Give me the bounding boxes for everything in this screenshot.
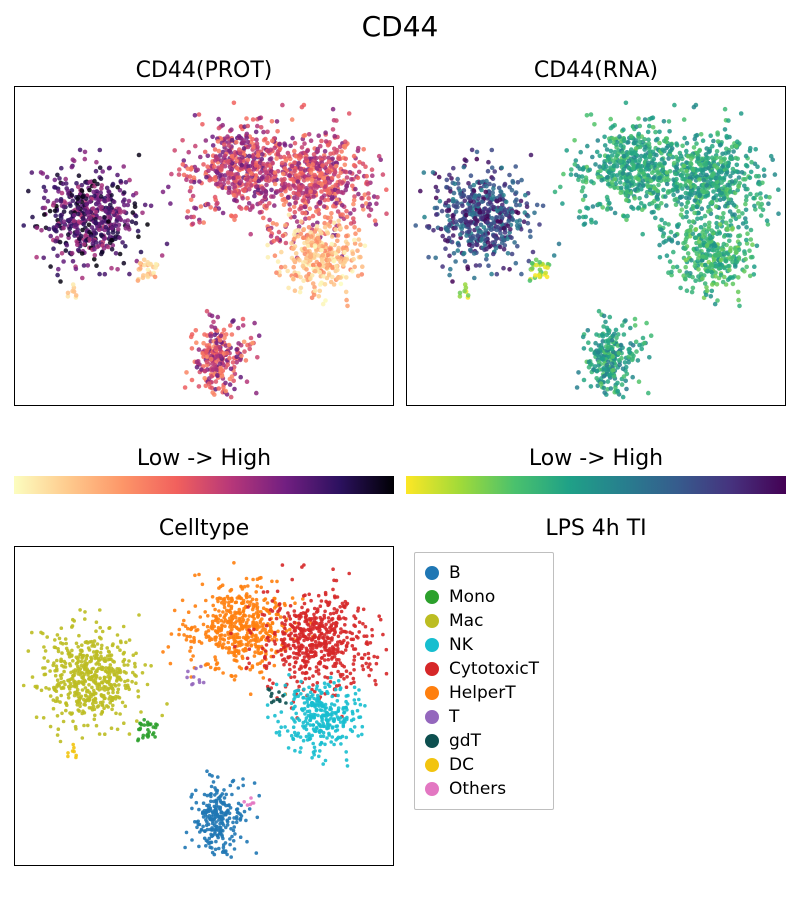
legend-marker-icon	[425, 614, 439, 628]
legend-item-B: B	[425, 561, 539, 585]
figure: CD44 CD44(PROT) CD44(RNA) Celltype LPS 4…	[0, 0, 800, 900]
legend-marker-icon	[425, 734, 439, 748]
legend-marker-icon	[425, 710, 439, 724]
scatter-svg-celltype	[15, 547, 393, 865]
legend-label: HelperT	[449, 681, 516, 705]
legend-label: DC	[449, 753, 474, 777]
colorbar-label-left: Low -> High	[14, 446, 394, 471]
legend-marker-icon	[425, 566, 439, 580]
legend-item-Mac: Mac	[425, 609, 539, 633]
legend-item-T: T	[425, 705, 539, 729]
colorbar-right	[406, 476, 786, 494]
scatter-panel-prot	[14, 86, 394, 406]
legend-item-gdT: gdT	[425, 729, 539, 753]
panel-title-cond: LPS 4h TI	[406, 516, 786, 541]
legend-marker-icon	[425, 638, 439, 652]
legend-marker-icon	[425, 686, 439, 700]
legend-item-Others: Others	[425, 777, 539, 801]
legend-marker-icon	[425, 590, 439, 604]
legend-label: gdT	[449, 729, 481, 753]
colorbar-left	[14, 476, 394, 494]
main-title: CD44	[0, 10, 800, 43]
legend-label: CytotoxicT	[449, 657, 539, 681]
panel-title-prot: CD44(PROT)	[14, 58, 394, 83]
legend-item-Mono: Mono	[425, 585, 539, 609]
panel-title-ct: Celltype	[14, 516, 394, 541]
legend-label: Mono	[449, 585, 495, 609]
legend-item-DC: DC	[425, 753, 539, 777]
legend-marker-icon	[425, 758, 439, 772]
legend-marker-icon	[425, 782, 439, 796]
legend-label: Others	[449, 777, 506, 801]
celltype-legend: BMonoMacNKCytotoxicTHelperTTgdTDCOthers	[414, 552, 554, 810]
scatter-panel-celltype	[14, 546, 394, 866]
legend-item-NK: NK	[425, 633, 539, 657]
legend-marker-icon	[425, 662, 439, 676]
scatter-svg-rna	[407, 87, 785, 405]
legend-label: B	[449, 561, 461, 585]
legend-item-HelperT: HelperT	[425, 681, 539, 705]
legend-label: NK	[449, 633, 473, 657]
legend-label: T	[449, 705, 459, 729]
legend-label: Mac	[449, 609, 483, 633]
panel-title-rna: CD44(RNA)	[406, 58, 786, 83]
legend-item-CytotoxicT: CytotoxicT	[425, 657, 539, 681]
scatter-panel-rna	[406, 86, 786, 406]
colorbar-label-right: Low -> High	[406, 446, 786, 471]
scatter-svg-prot	[15, 87, 393, 405]
